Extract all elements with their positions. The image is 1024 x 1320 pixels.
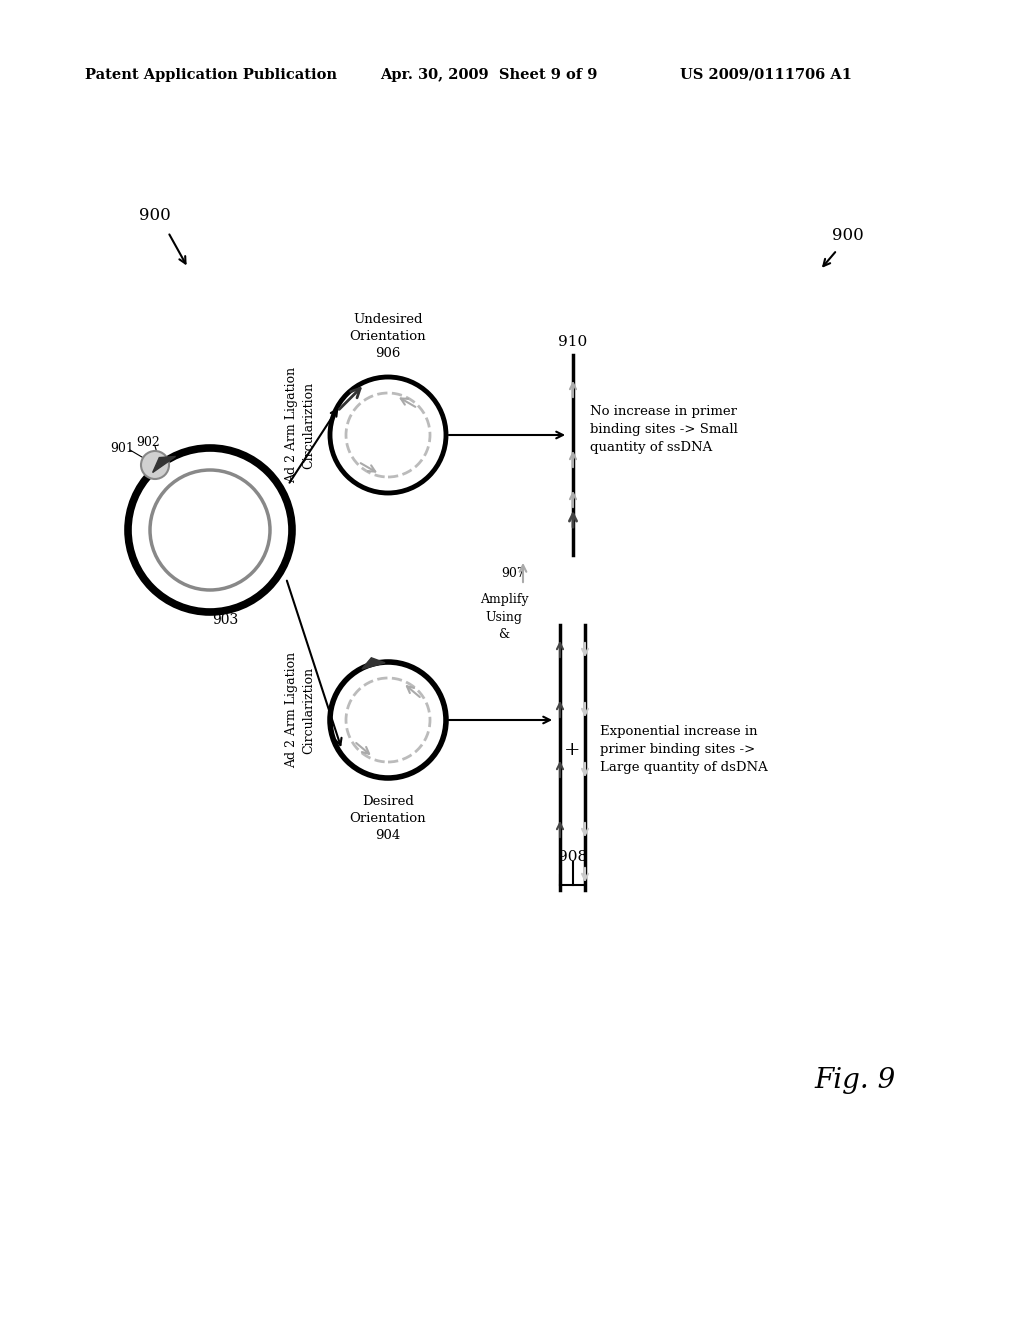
Text: +: +	[564, 741, 581, 759]
Polygon shape	[361, 657, 385, 669]
Text: 903: 903	[212, 612, 239, 627]
Text: Patent Application Publication: Patent Application Publication	[85, 69, 337, 82]
Text: Using: Using	[485, 610, 522, 623]
Text: 910: 910	[558, 335, 588, 348]
Text: Amplify: Amplify	[479, 594, 528, 606]
Text: Fig. 9: Fig. 9	[814, 1067, 896, 1093]
Text: 900: 900	[833, 227, 864, 243]
Text: 901: 901	[110, 441, 134, 454]
Text: 902: 902	[136, 436, 160, 449]
Text: Exponential increase in
primer binding sites ->
Large quantity of dsDNA: Exponential increase in primer binding s…	[600, 726, 768, 775]
Text: Apr. 30, 2009  Sheet 9 of 9: Apr. 30, 2009 Sheet 9 of 9	[380, 69, 597, 82]
Text: 908: 908	[558, 850, 587, 865]
Text: 900: 900	[139, 206, 171, 223]
Text: Undesired
Orientation
906: Undesired Orientation 906	[349, 313, 426, 360]
Text: 907: 907	[501, 568, 525, 579]
Text: Desired
Orientation
904: Desired Orientation 904	[349, 795, 426, 842]
Text: Ad 2 Arm Ligation
Circulariztion: Ad 2 Arm Ligation Circulariztion	[285, 652, 315, 768]
Circle shape	[141, 451, 169, 479]
Text: &: &	[499, 628, 510, 642]
Text: No increase in primer
binding sites -> Small
quantity of ssDNA: No increase in primer binding sites -> S…	[590, 405, 738, 454]
Polygon shape	[153, 457, 175, 473]
Text: US 2009/0111706 A1: US 2009/0111706 A1	[680, 69, 852, 82]
Text: Ad 2 Arm Ligation
Circulariztion: Ad 2 Arm Ligation Circulariztion	[285, 367, 315, 483]
